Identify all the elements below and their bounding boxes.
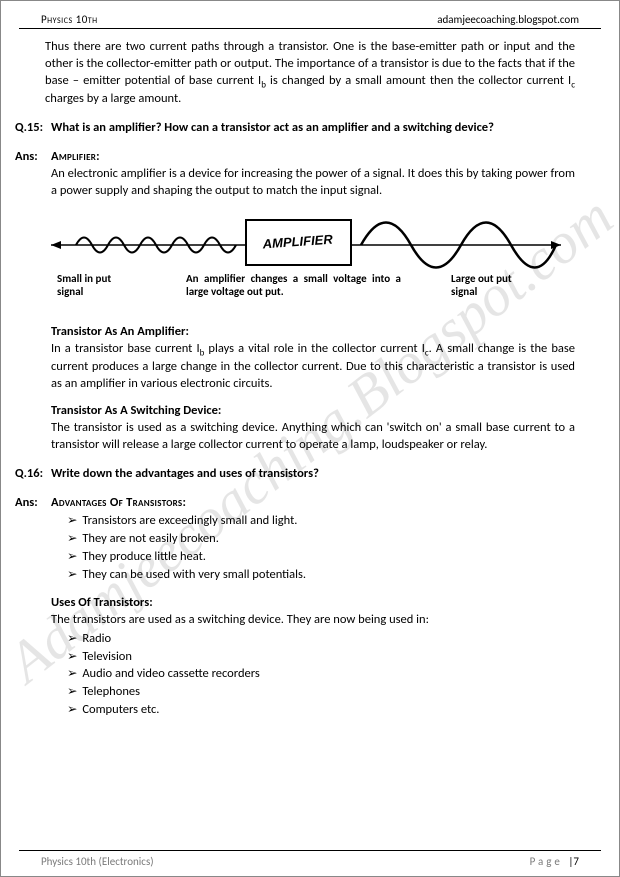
trans-amp-text: In a transistor base current Ib plays a … xyxy=(51,341,575,393)
list-item: Television xyxy=(67,649,575,666)
list-item: They produce little heat. xyxy=(67,549,575,566)
question-15: Q.15: What is an amplifier? How can a tr… xyxy=(15,120,575,137)
answer-16: Ans: Advantages Of Transistors: Transist… xyxy=(15,495,575,721)
intro-text-2: is changed by a small amount then the co… xyxy=(266,73,571,88)
advantages-heading: Advantages Of Transistors: xyxy=(51,495,575,512)
diagram-caption: An amplifier changes a small voltage int… xyxy=(186,272,401,298)
amplifier-diagram: AMPLIFIER Small in putsignal An amplifie… xyxy=(51,210,575,320)
advantages-list: Transistors are exceedingly small and li… xyxy=(67,513,575,584)
uses-intro: The transistors are used as a switching … xyxy=(51,612,575,629)
list-item: Telephones xyxy=(67,684,575,701)
intro-paragraph: Thus there are two current paths through… xyxy=(45,39,575,108)
header-right: adamjeecoaching.blogspot.com xyxy=(437,13,579,26)
page-header: Physics 10th adamjeecoaching.blogspot.co… xyxy=(19,9,601,29)
page-content: Thus there are two current paths through… xyxy=(1,29,619,720)
list-item: They can be used with very small potenti… xyxy=(67,567,575,584)
page-footer: Physics 10th (Electronics) Page |7 xyxy=(19,850,601,868)
header-left: Physics 10th xyxy=(41,13,98,26)
sub-ic: c xyxy=(571,79,575,90)
uses-heading: Uses Of Transistors: xyxy=(51,595,575,612)
q15-text: What is an amplifier? How can a transist… xyxy=(51,120,575,137)
list-item: Transistors are exceedingly small and li… xyxy=(67,513,575,530)
list-item: Audio and video cassette recorders xyxy=(67,666,575,683)
q15-label: Q.15: xyxy=(15,120,51,137)
trans-amp-head: Transistor As An Amplifier: xyxy=(51,324,575,341)
diagram-left-label: Small in putsignal xyxy=(57,272,111,298)
answer-15: Ans: Amplifier: An electronic amplifier … xyxy=(15,149,575,464)
list-item: Radio xyxy=(67,631,575,648)
trans-switch-head: Transistor As A Switching Device: xyxy=(51,403,575,420)
question-16: Q.16: Write down the advantages and uses… xyxy=(15,466,575,483)
diagram-right-label: Large out putsignal xyxy=(451,272,512,298)
transistor-amplifier-block: Transistor As An Amplifier: In a transis… xyxy=(51,324,575,393)
ans15-label: Ans: xyxy=(15,149,51,464)
footer-left: Physics 10th (Electronics) xyxy=(41,855,154,868)
uses-list: RadioTelevisionAudio and video cassette … xyxy=(67,631,575,719)
footer-right: Page |7 xyxy=(530,855,579,868)
q16-label: Q.16: xyxy=(15,466,51,483)
amplifier-def: An electronic amplifier is a device for … xyxy=(51,166,575,200)
intro-text-3: charges by a large amount. xyxy=(45,91,181,106)
q16-text: Write down the advantages and uses of tr… xyxy=(51,466,575,483)
transistor-switching-block: Transistor As A Switching Device: The tr… xyxy=(51,403,575,454)
list-item: They are not easily broken. xyxy=(67,531,575,548)
list-item: Computers etc. xyxy=(67,702,575,719)
trans-switch-text: The transistor is used as a switching de… xyxy=(51,420,575,454)
ans16-label: Ans: xyxy=(15,495,51,721)
amplifier-heading: Amplifier: xyxy=(51,149,575,166)
